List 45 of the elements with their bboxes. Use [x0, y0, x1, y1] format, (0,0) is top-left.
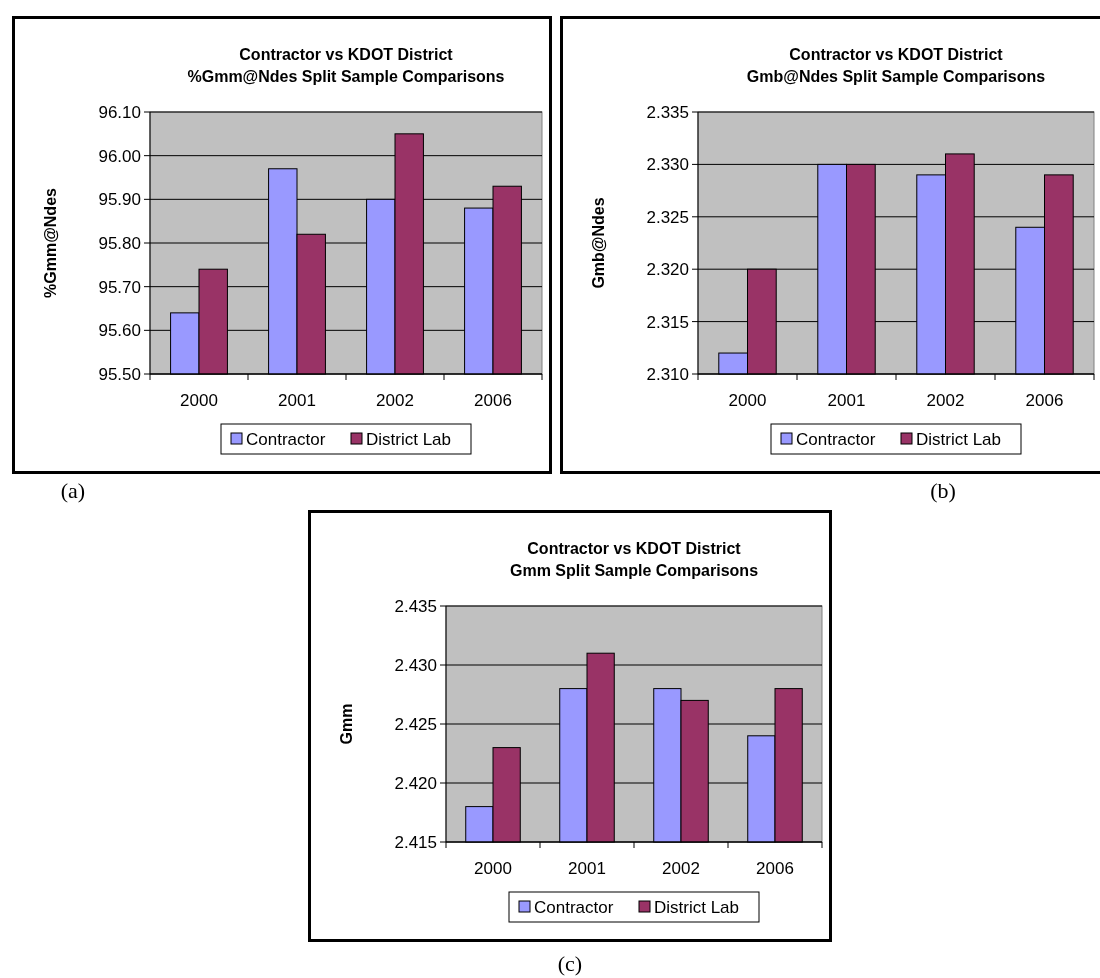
x-tick-label: 2000: [728, 391, 767, 410]
x-tick-label: 2002: [662, 859, 700, 878]
y-tick-label: 96.10: [98, 102, 141, 122]
legend-label: District Lab: [654, 897, 740, 917]
y-tick-label: 2.325: [646, 207, 689, 227]
x-tick-label: 2001: [278, 391, 316, 410]
x-tick-label: 2006: [756, 859, 794, 878]
y-tick-label: 2.315: [646, 312, 689, 332]
y-tick-label: 95.80: [98, 233, 141, 253]
x-tick-label: 2002: [926, 391, 965, 410]
x-tick-label: 2006: [1025, 391, 1064, 410]
y-tick-label: 96.00: [98, 146, 141, 166]
x-tick-label: 2000: [474, 859, 512, 878]
x-tick-label: 2006: [474, 391, 512, 410]
y-tick-label: 2.330: [646, 155, 689, 175]
legend-label: Contractor: [534, 897, 614, 917]
y-tick-label: 2.430: [394, 655, 437, 675]
legend-label: Contractor: [796, 429, 876, 449]
y-tick-label: 2.415: [394, 832, 437, 852]
text: (a): [60, 478, 86, 503]
text: (b): [930, 478, 956, 503]
legend-label: District Lab: [916, 429, 1002, 449]
y-tick-label: 2.420: [394, 773, 437, 793]
chart-title: Contractor vs KDOT District Gmm Split Sample Comparisons: [509, 540, 759, 579]
x-tick-label: 2001: [827, 391, 866, 410]
y-axis-title: %Gmm@Ndes: [41, 187, 59, 298]
y-tick-label: 95.90: [98, 190, 141, 210]
legend-label: Contractor: [246, 429, 326, 449]
y-tick-label: 2.435: [394, 596, 437, 616]
x-tick-label: 2001: [568, 859, 606, 878]
x-tick-label: 2000: [180, 391, 218, 410]
y-tick-label: 95.50: [98, 364, 141, 384]
y-tick-label: 95.60: [98, 321, 141, 341]
legend-label: District Lab: [366, 429, 452, 449]
y-axis-title: Gmm: [337, 703, 355, 745]
y-tick-label: 95.70: [98, 277, 141, 297]
chart-title: Contractor vs KDOT District Gmb@Ndes Split Sample Comparisons: [746, 46, 1046, 85]
y-tick-label: 2.335: [646, 102, 689, 122]
x-tick-label: 2002: [376, 391, 414, 410]
y-tick-label: 2.425: [394, 714, 437, 734]
y-tick-label: 2.310: [646, 364, 689, 384]
y-tick-label: 2.320: [646, 260, 689, 280]
chart-title: Contractor vs KDOT District %Gmm@Ndes Split Sample Comparisons: [187, 46, 505, 85]
y-axis-title: Gmb@Ndes: [589, 197, 607, 289]
text: (c): [557, 951, 583, 976]
